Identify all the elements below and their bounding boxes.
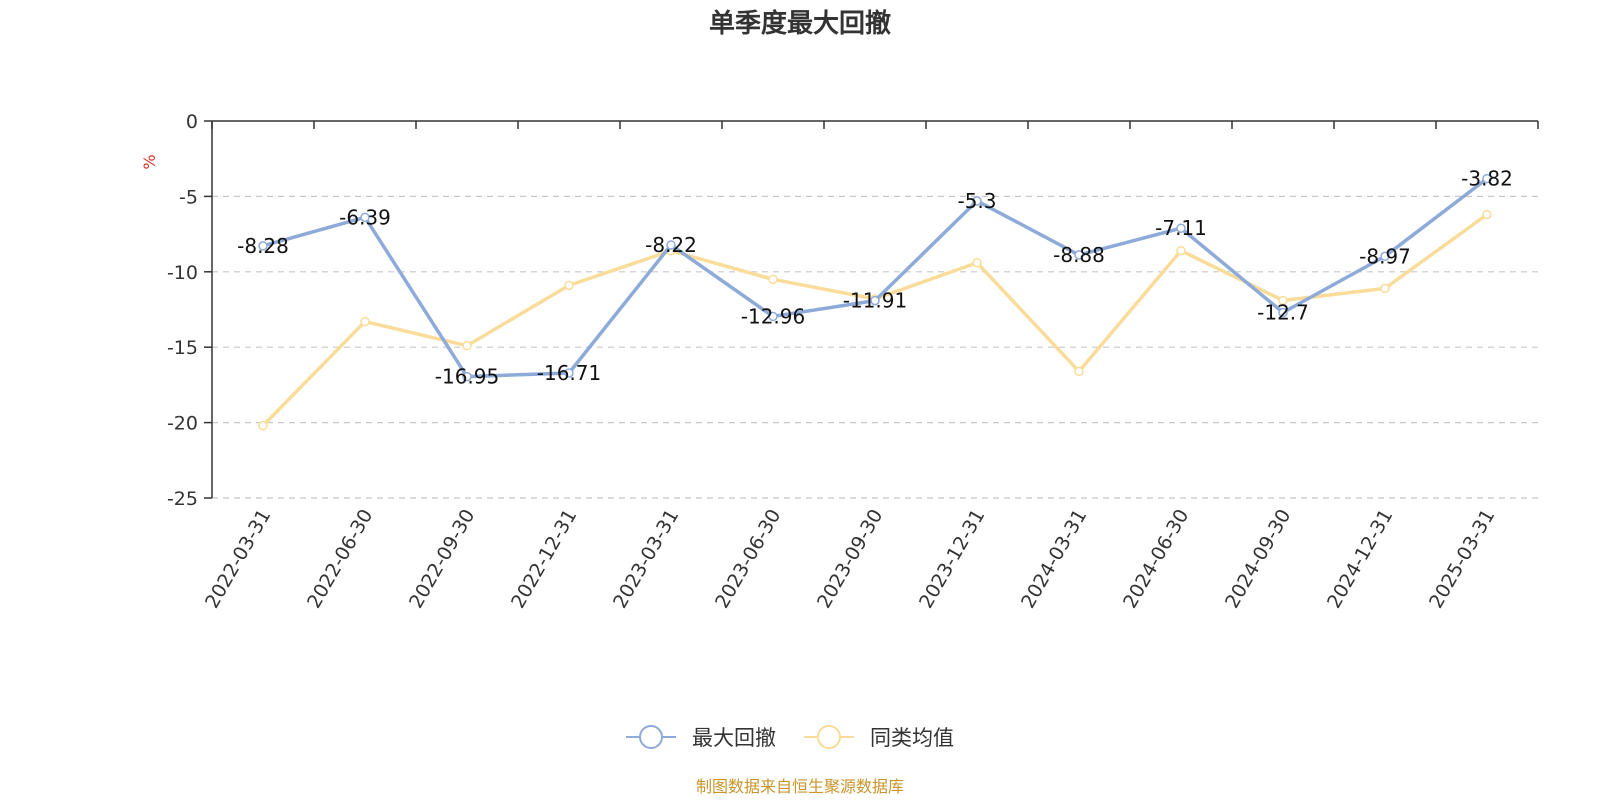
x-tick-label: 2024-12-31	[1323, 506, 1397, 613]
data-point	[666, 240, 676, 250]
data-label: -3.82	[1461, 167, 1513, 191]
x-tick-label: 2024-09-30	[1221, 506, 1295, 613]
data-point	[1482, 173, 1492, 184]
x-tick-label: 2024-03-31	[1017, 506, 1091, 613]
data-point	[870, 295, 880, 306]
x-tick-label: 2025-03-31	[1425, 506, 1499, 613]
x-tick-label: 2022-03-31	[201, 506, 275, 613]
data-label: -6.39	[339, 205, 391, 229]
data-point	[1074, 366, 1084, 377]
data-point	[360, 212, 370, 223]
x-tick-label: 2023-12-31	[915, 506, 989, 613]
x-tick-label: 2024-06-30	[1119, 506, 1193, 613]
data-point	[564, 280, 574, 291]
data-label: -12.96	[741, 304, 805, 328]
data-label: -16.71	[537, 361, 601, 385]
data-label: -12.7	[1257, 301, 1309, 325]
legend-item-0[interactable]: 最大回撤	[626, 725, 776, 750]
y-tick-label: -10	[167, 262, 198, 284]
x-tick-label: 2023-03-31	[609, 506, 683, 613]
y-tick-label: -15	[167, 337, 198, 359]
x-tick-label: 2023-09-30	[813, 506, 887, 613]
data-point	[1278, 295, 1288, 306]
y-axis-unit: %	[140, 154, 159, 169]
legend[interactable]: 最大回撤 同类均值	[626, 725, 954, 750]
data-label: -11.91	[843, 289, 907, 313]
data-label: -16.95	[435, 365, 499, 389]
data-label: -8.97	[1359, 244, 1411, 268]
data-label: -8.28	[237, 234, 289, 258]
x-tick-label: 2023-06-30	[711, 506, 785, 613]
source-note: 制图数据来自恒生聚源数据库	[696, 777, 904, 796]
data-point	[1278, 307, 1288, 318]
data-point	[360, 316, 370, 327]
chart-title: 单季度最大回撤	[709, 8, 891, 39]
data-point	[972, 258, 982, 268]
data-point	[1482, 209, 1492, 220]
data-label: -8.88	[1053, 243, 1105, 267]
legend-label: 最大回撤	[692, 726, 776, 750]
grid-lines	[212, 195, 1538, 499]
x-tick-label: 2022-09-30	[405, 506, 479, 613]
data-label: -7.11	[1155, 216, 1207, 240]
data-point	[1074, 250, 1084, 260]
y-tick-label: -25	[167, 488, 198, 510]
data-point	[768, 274, 778, 285]
y-tick-label: -20	[167, 413, 198, 435]
legend-label: 同类均值	[870, 726, 954, 750]
data-labels: -8.28 -6.39 -16.95 -16.71 -8.22 -12.96 -11.91 -…	[237, 167, 1513, 389]
data-point	[1176, 223, 1186, 233]
x-tick-label: 2022-12-31	[507, 506, 581, 613]
data-point	[462, 371, 472, 382]
legend-marker	[639, 725, 663, 749]
legend-item-1[interactable]: 同类均值	[804, 725, 954, 750]
data-point	[462, 340, 472, 351]
data-point	[1380, 283, 1390, 294]
data-point	[258, 241, 268, 251]
data-point	[972, 196, 982, 206]
data-point	[258, 420, 268, 431]
data-label: -8.22	[645, 233, 697, 257]
data-point	[1380, 251, 1390, 262]
series-lines	[258, 173, 1492, 431]
y-tick-label: 0	[186, 111, 198, 133]
x-tick-label: 2022-06-30	[303, 506, 377, 613]
y-tick-label: -5	[179, 186, 198, 208]
data-point	[768, 311, 778, 322]
data-point	[1176, 245, 1186, 256]
data-label: -5.3	[957, 189, 996, 213]
data-point	[564, 368, 574, 378]
legend-marker	[817, 725, 841, 749]
